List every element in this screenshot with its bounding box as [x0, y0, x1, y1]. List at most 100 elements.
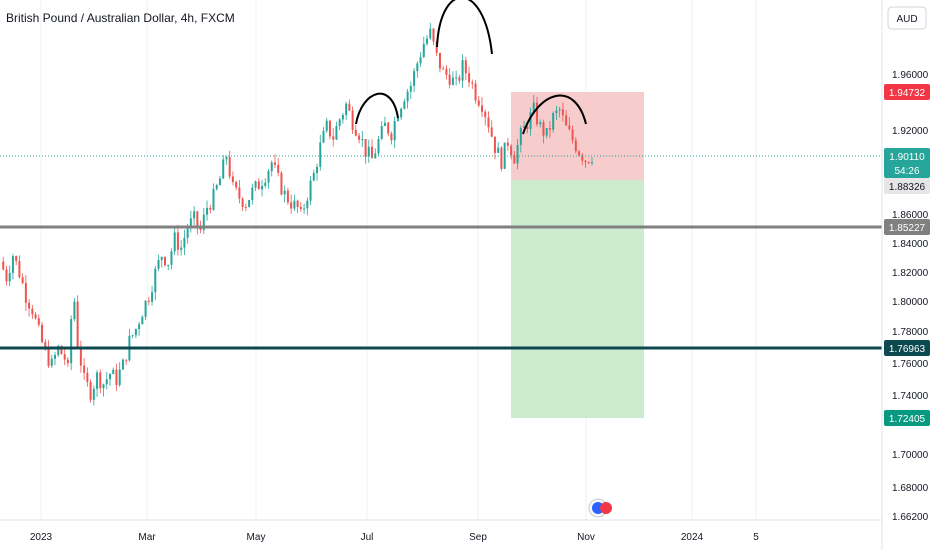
- price-tick-label: 1.86000: [892, 210, 929, 221]
- time-tick-label: 2023: [30, 532, 53, 543]
- candle-body: [118, 369, 121, 386]
- candle-body: [448, 74, 451, 85]
- candle-body: [5, 269, 8, 282]
- candle-body: [506, 142, 509, 146]
- candle-body: [351, 110, 354, 130]
- candle-body: [273, 162, 276, 165]
- candle-body: [44, 342, 47, 349]
- candle-body: [367, 146, 370, 157]
- price-tick-label: 1.82000: [892, 268, 929, 279]
- candle-body: [196, 211, 199, 227]
- candle-body: [458, 77, 461, 81]
- candle-body: [299, 206, 302, 210]
- candle-body: [134, 328, 137, 336]
- candle-body: [66, 359, 69, 364]
- candle-body: [400, 108, 403, 118]
- candle-body: [568, 125, 571, 130]
- price-tick-label: 1.78000: [892, 327, 929, 338]
- head-arc[interactable]: [436, 0, 493, 55]
- candle-body: [574, 140, 577, 152]
- candle-body: [387, 122, 390, 134]
- time-axis-ticks[interactable]: 2023 Mar May Jul Sep Nov 2024 5: [30, 532, 759, 543]
- candle-body: [561, 109, 564, 116]
- candle-body: [471, 82, 474, 84]
- candle-body: [170, 251, 173, 265]
- right-shoulder-arc[interactable]: [522, 94, 587, 135]
- candle-body: [316, 166, 319, 173]
- candle-body: [290, 202, 293, 209]
- candle-body: [565, 115, 568, 126]
- candle-body: [57, 345, 60, 356]
- candle-body: [455, 77, 458, 79]
- candle-body: [325, 120, 328, 131]
- entry-price-badge: [884, 178, 930, 194]
- candle-body: [264, 182, 267, 186]
- price-tick-label: 1.80000: [892, 297, 929, 308]
- candle-body: [186, 228, 189, 238]
- candle-body: [147, 300, 150, 302]
- candle-body: [92, 388, 95, 400]
- entry-price-label: 1.88326: [889, 182, 926, 193]
- candle-body: [345, 103, 348, 116]
- candle-body: [270, 162, 273, 172]
- candle-body: [422, 43, 425, 58]
- candle-body: [526, 126, 529, 130]
- economic-event-icon[interactable]: [588, 498, 612, 518]
- candle-body: [105, 379, 108, 385]
- candle-body: [31, 308, 34, 315]
- candle-body: [83, 365, 86, 373]
- candle-body: [60, 345, 63, 355]
- candle-body: [477, 100, 480, 106]
- candle-body: [144, 300, 147, 317]
- candle-body: [21, 277, 24, 283]
- candle-body: [257, 181, 260, 190]
- time-tick-label: Mar: [138, 532, 156, 543]
- currency-button[interactable]: [887, 6, 927, 30]
- plot-area[interactable]: [0, 0, 882, 520]
- candles: [2, 22, 593, 406]
- candle-body: [47, 348, 50, 366]
- candle-body: [413, 71, 416, 86]
- candle-body: [41, 324, 44, 343]
- candle-body: [11, 256, 14, 273]
- candle-body: [167, 264, 170, 266]
- candle-body: [183, 237, 186, 248]
- take-profit-zone[interactable]: [511, 180, 644, 418]
- price-tick-label: 1.84000: [892, 239, 929, 250]
- candle-body: [555, 110, 558, 114]
- time-tick-label: 2024: [681, 532, 704, 543]
- candle-body: [231, 176, 234, 182]
- candle-body: [474, 83, 477, 101]
- candle-body: [377, 139, 380, 154]
- candle-body: [63, 354, 66, 360]
- candle-body: [335, 125, 338, 140]
- candle-body: [487, 117, 490, 128]
- candle-body: [332, 136, 335, 140]
- candle-body: [578, 151, 581, 156]
- candle-body: [348, 103, 351, 111]
- candle-body: [403, 101, 406, 109]
- candle-body: [86, 372, 89, 383]
- candle-body: [584, 160, 587, 163]
- price-tick-label: 1.92000: [892, 126, 929, 137]
- candle-body: [435, 41, 438, 53]
- candle-body: [490, 127, 493, 137]
- candle-body: [587, 162, 590, 164]
- candle-body: [532, 102, 535, 113]
- candle-body: [89, 382, 92, 400]
- candle-body: [409, 85, 412, 92]
- candle-body: [53, 355, 56, 359]
- candle-body: [516, 145, 519, 164]
- candle-body: [519, 128, 522, 146]
- candle-body: [468, 73, 471, 83]
- candle-body: [358, 135, 361, 140]
- candle-body: [319, 142, 322, 167]
- candle-body: [283, 190, 286, 195]
- candle-body: [34, 314, 37, 319]
- left-shoulder-arc[interactable]: [355, 92, 399, 125]
- candle-body: [380, 125, 383, 140]
- candle-body: [15, 256, 18, 262]
- target-price-badge: [884, 410, 930, 426]
- candle-body: [102, 384, 105, 389]
